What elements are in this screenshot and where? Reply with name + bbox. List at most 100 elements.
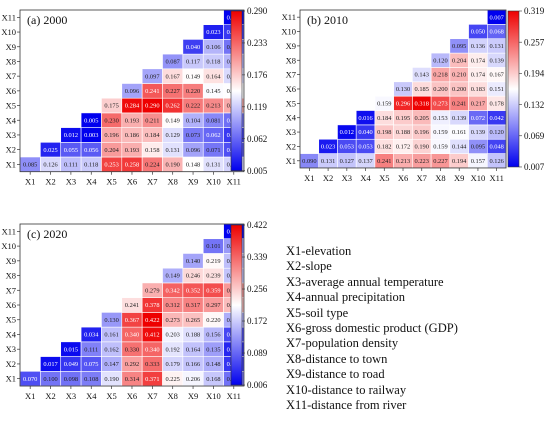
cell-value-label: 0.253 xyxy=(104,161,118,168)
cell-value-label: 0.129 xyxy=(166,132,180,139)
colorbar-tick-label: 0.339 xyxy=(247,252,268,262)
colorbar xyxy=(230,224,243,386)
cell-value-label: 0.073 xyxy=(186,132,200,139)
cell-value-label: 0.220 xyxy=(206,317,220,324)
cell-value-label: 0.097 xyxy=(145,73,160,80)
cell-value-label: 0.159 xyxy=(433,144,447,151)
y-tick-label: X10 xyxy=(1,27,16,37)
colorbar xyxy=(230,10,243,171)
cell-value-label: 0.190 xyxy=(166,161,180,168)
cell-value-label: 0.087 xyxy=(166,59,181,66)
cell-value-label: 0.318 xyxy=(415,100,429,107)
cell-value-label: 0.012 xyxy=(64,132,78,139)
cell-value-label: 0.206 xyxy=(186,376,200,383)
cell-value-label: 0.352 xyxy=(186,287,200,294)
cell-value-label: 0.139 xyxy=(471,129,485,136)
cell-value-label: 0.190 xyxy=(415,144,429,151)
panel-title: (c) 2020 xyxy=(27,227,67,241)
cell-value-label: 0.340 xyxy=(125,332,139,339)
y-tick-label: X3 xyxy=(286,127,296,137)
cell-value-label: 0.265 xyxy=(186,317,200,324)
cell-value-label: 0.317 xyxy=(186,302,201,309)
cell-value-label: 0.230 xyxy=(104,117,118,124)
cell-value-label: 0.279 xyxy=(145,287,159,294)
cell-value-label: 0.194 xyxy=(452,158,467,165)
y-tick-label: X9 xyxy=(6,256,16,266)
cell-value-label: 0.174 xyxy=(471,57,486,64)
cell-value-label: 0.184 xyxy=(145,132,160,139)
y-tick-label: X1 xyxy=(286,156,296,166)
y-tick-label: X9 xyxy=(286,41,296,51)
cell-value-label: 0.007 xyxy=(489,14,504,21)
cell-value-label: 0.090 xyxy=(302,158,316,165)
cell-value-label: 0.371 xyxy=(145,376,159,383)
legend-entry-x10: X10-distance to railway xyxy=(286,382,407,397)
cell-value-label: 0.034 xyxy=(84,332,99,339)
cell-value-label: 0.156 xyxy=(206,332,220,339)
cell-value-label: 0.412 xyxy=(145,332,159,339)
cell-value-label: 0.220 xyxy=(186,88,200,95)
legend-entry-x6: X6-gross domestic product (GDP) xyxy=(286,321,458,336)
x-tick-label: X3 xyxy=(342,173,352,183)
cell-value-label: 0.222 xyxy=(186,103,200,110)
colorbar-tick-label: 0.069 xyxy=(524,131,545,141)
cell-value-label: 0.178 xyxy=(489,100,503,107)
colorbar-tick-label: 0.257 xyxy=(524,37,545,47)
cell-value-label: 0.025 xyxy=(43,147,57,154)
cell-value-label: 0.159 xyxy=(377,100,391,107)
cell-value-label: 0.096 xyxy=(125,88,139,95)
cell-value-label: 0.144 xyxy=(452,144,467,151)
y-tick-label: X1 xyxy=(6,374,16,384)
cell-value-label: 0.183 xyxy=(471,86,485,93)
legend-entry-x2: X2-slope xyxy=(286,259,332,274)
x-tick-label: X4 xyxy=(86,391,97,401)
cell-value-label: 0.017 xyxy=(43,361,58,368)
colorbar-tick-label: 0.062 xyxy=(247,134,267,144)
x-tick-label: X10 xyxy=(206,391,221,401)
cell-value-label: 0.195 xyxy=(396,115,410,122)
cell-value-label: 0.161 xyxy=(452,129,466,136)
cell-value-label: 0.185 xyxy=(415,86,429,93)
x-tick-label: X5 xyxy=(106,391,116,401)
cell-value-label: 0.241 xyxy=(452,100,466,107)
cell-value-label: 0.227 xyxy=(166,88,181,95)
y-tick-label: X8 xyxy=(286,55,296,65)
x-tick-label: X9 xyxy=(188,177,198,187)
variable-legend: X1-elevation X2-slope X3-average annual … xyxy=(286,244,546,413)
cell-value-label: 0.213 xyxy=(206,103,220,110)
y-tick-label: X6 xyxy=(286,84,296,94)
colorbar-tick-label: 0.119 xyxy=(247,102,267,112)
x-tick-label: X4 xyxy=(360,173,371,183)
cell-value-label: 0.193 xyxy=(125,147,139,154)
cell-value-label: 0.166 xyxy=(186,361,200,368)
cell-value-label: 0.158 xyxy=(145,147,159,154)
y-tick-label: X7 xyxy=(286,70,296,80)
cell-value-label: 0.126 xyxy=(489,158,503,165)
cell-value-label: 0.136 xyxy=(471,43,485,50)
cell-value-label: 0.186 xyxy=(125,132,139,139)
cell-value-label: 0.075 xyxy=(84,361,98,368)
cell-value-label: 0.168 xyxy=(206,376,220,383)
y-tick-label: X2 xyxy=(6,145,16,155)
cell-value-label: 0.241 xyxy=(125,302,139,309)
cell-value-label: 0.273 xyxy=(433,100,447,107)
cell-value-label: 0.258 xyxy=(125,161,139,168)
cell-value-label: 0.005 xyxy=(84,117,98,124)
cell-value-label: 0.204 xyxy=(452,57,467,64)
x-tick-label: X7 xyxy=(417,173,427,183)
legend-entry-x4: X4-annual precipitation xyxy=(286,290,406,305)
x-tick-label: X3 xyxy=(66,391,76,401)
x-tick-label: X11 xyxy=(227,391,241,401)
x-tick-label: X11 xyxy=(490,173,504,183)
cell-value-label: 0.223 xyxy=(415,158,429,165)
cell-value-label: 0.071 xyxy=(206,147,220,154)
cell-value-label: 0.131 xyxy=(321,158,335,165)
y-tick-label: X3 xyxy=(6,344,16,354)
cell-value-label: 0.095 xyxy=(471,144,485,151)
cell-value-label: 0.174 xyxy=(471,72,486,79)
cell-value-label: 0.182 xyxy=(377,144,391,151)
legend-entry-x8: X8-distance to town xyxy=(286,351,388,366)
cell-value-label: 0.192 xyxy=(166,346,180,353)
cell-value-label: 0.117 xyxy=(186,59,201,66)
colorbar-tick-label: 0.319 xyxy=(524,6,545,16)
